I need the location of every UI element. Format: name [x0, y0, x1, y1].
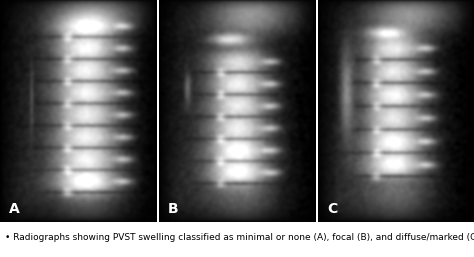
- Text: B: B: [168, 202, 179, 216]
- Text: A: A: [9, 202, 20, 216]
- Text: • Radiographs showing PVST swelling classified as minimal or none (A), focal (B): • Radiographs showing PVST swelling clas…: [5, 233, 474, 242]
- Text: C: C: [327, 202, 337, 216]
